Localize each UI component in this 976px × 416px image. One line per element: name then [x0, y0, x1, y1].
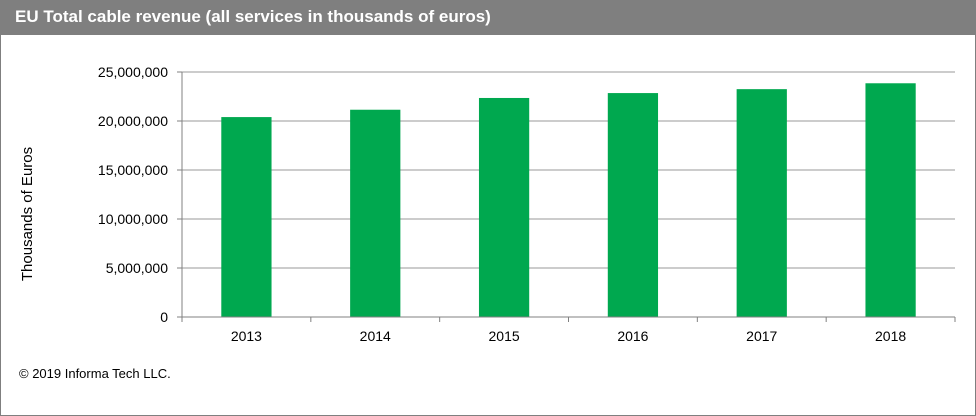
x-tick-label: 2013 [231, 328, 262, 344]
x-tick-label: 2017 [746, 328, 777, 344]
x-tick-label: 2016 [617, 328, 648, 344]
y-tick-label: 0 [160, 309, 168, 325]
chart-title: EU Total cable revenue (all services in … [15, 7, 491, 26]
copyright-footer: © 2019 Informa Tech LLC. [19, 366, 171, 381]
x-tick-label: 2014 [360, 328, 391, 344]
bar [607, 93, 659, 317]
bar [478, 97, 530, 317]
x-tick-label: 2018 [875, 328, 906, 344]
tick-labels: 0 5,000,000 10,000,000 15,000,000 20,000,000… [98, 64, 906, 344]
y-tick-label: 5,000,000 [106, 260, 168, 276]
y-axis-label: Thousands of Euros [19, 147, 36, 281]
bar [221, 117, 272, 317]
title-bar: EU Total cable revenue (all services in … [1, 1, 975, 35]
y-tick-label: 15,000,000 [98, 162, 168, 178]
y-tick-label: 20,000,000 [98, 113, 168, 129]
y-tick-label: 10,000,000 [98, 211, 168, 227]
bar [736, 89, 787, 318]
bar [350, 109, 401, 317]
gridlines [182, 71, 955, 269]
axes [177, 71, 956, 322]
y-tick-label: 25,000,000 [98, 64, 168, 80]
bar [865, 83, 916, 318]
bars [221, 83, 916, 318]
x-tick-label: 2015 [489, 328, 520, 344]
